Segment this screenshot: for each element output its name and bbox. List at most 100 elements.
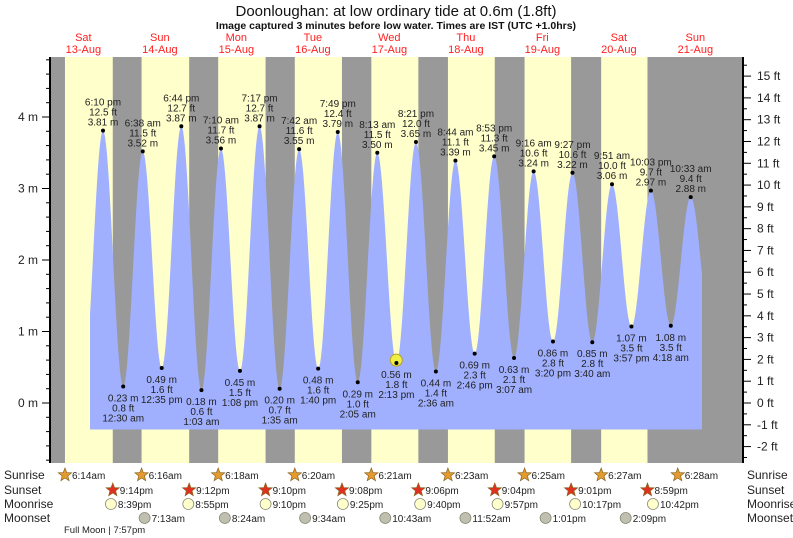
high-tide-label: 11.7 ft	[207, 125, 234, 136]
high-tide-label: 9.4 ft	[680, 174, 702, 185]
sunrise-time: 6:23am	[455, 471, 488, 482]
right-tick-label: -1 ft	[757, 418, 778, 432]
tide-curve	[90, 126, 702, 430]
left-tick-label: 2 m	[18, 253, 38, 267]
moonset-time: 11:52am	[472, 514, 510, 525]
right-tick-label: 7 ft	[757, 243, 774, 257]
high-tide-point	[688, 195, 693, 200]
sunset-time: 9:12pm	[196, 486, 229, 497]
sunset-time: 9:14pm	[120, 486, 153, 497]
low-tide-point	[550, 339, 555, 344]
low-tide-label: 2:05 am	[340, 409, 376, 420]
high-tide-label: 3.45 m	[479, 143, 510, 154]
moonrise-moon-icon	[182, 498, 195, 510]
high-tide-label: 11.6 ft	[286, 126, 313, 137]
moonset-row-label-left: Moonset	[4, 511, 51, 525]
moonset-time: 2:09pm	[633, 514, 666, 525]
sunset-star-icon	[181, 482, 197, 497]
astro-rows: Sunrise Sunrise 6:14am 6:16am 6:18am 6:20am 6:…	[4, 467, 793, 525]
right-tick-label: 1 ft	[757, 374, 774, 388]
day-label: Sat	[611, 32, 628, 44]
high-tide-label: 9:51 am	[594, 151, 630, 162]
high-tide-label: 7:42 am	[281, 116, 317, 127]
high-tide-label: 9.7 ft	[640, 168, 662, 179]
low-tide-point	[277, 386, 282, 391]
low-tide-label: 2.8 ft	[581, 359, 603, 370]
low-tide-point	[394, 360, 399, 365]
low-tide-point	[433, 369, 438, 374]
day-label: Thu	[456, 32, 475, 44]
high-tide-point	[101, 128, 106, 133]
day-label: Tue	[304, 32, 323, 44]
low-tide-label: 3:57 pm	[613, 353, 649, 364]
low-tide-label: 1.4 ft	[425, 389, 447, 400]
date-label: 20-Aug	[601, 44, 636, 56]
low-tide-label: 3:07 am	[496, 385, 532, 396]
sunrise-time: 6:18am	[225, 471, 258, 482]
sunrise-row-label-left: Sunrise	[4, 468, 45, 482]
sunrise-star-icon	[593, 467, 609, 482]
high-tide-label: 10.6 ft	[520, 148, 548, 159]
moonset-time: 9:34am	[312, 514, 345, 525]
sunset-time: 9:04pm	[502, 486, 535, 497]
right-tick-label: 9 ft	[757, 200, 774, 214]
low-tide-label: 0.23 m	[108, 394, 139, 405]
left-tick-label: 0 m	[18, 396, 38, 410]
sunrise-star-icon	[516, 467, 533, 482]
low-tide-point	[316, 366, 321, 371]
sunset-row-label-left: Sunset	[4, 483, 42, 497]
sunset-time: 9:10pm	[273, 486, 306, 497]
low-tide-point	[199, 388, 204, 393]
moonrise-time: 9:57pm	[505, 500, 538, 511]
high-tide-label: 12.5 ft	[89, 108, 117, 119]
low-tide-label: 1.0 ft	[347, 399, 369, 410]
moonrise-moon-icon	[414, 498, 427, 510]
moonset-moon-icon	[459, 512, 472, 524]
sunrise-star-icon	[287, 467, 303, 482]
low-tide-label: 1.6 ft	[151, 385, 173, 396]
sunrise-star-icon	[210, 467, 226, 482]
moonrise-moon-icon	[259, 498, 272, 510]
moonset-moon-icon	[138, 512, 151, 524]
date-label: 16-Aug	[295, 44, 330, 56]
moonset-moon-icon	[218, 512, 231, 524]
high-tide-label: 8:21 pm	[398, 109, 434, 120]
low-tide-label: 0.44 m	[421, 379, 452, 390]
moonrise-row-label-right: Moonrise	[747, 497, 793, 511]
low-tide-point	[472, 351, 477, 356]
moonrise-time: 9:25pm	[350, 500, 383, 511]
low-tide-label: 2.1 ft	[503, 375, 525, 386]
high-tide-label: 8:53 pm	[476, 123, 512, 134]
moonset-time: 10:43am	[392, 514, 431, 525]
low-tide-point	[629, 324, 634, 329]
right-tick-label: 0 ft	[757, 396, 774, 410]
moonrise-moon-icon	[336, 498, 349, 510]
low-tide-label: 1.8 ft	[385, 380, 407, 391]
high-tide-label: 3.79 m	[322, 119, 353, 130]
right-tick-label: 6 ft	[757, 265, 774, 279]
low-tide-label: 0.48 m	[303, 376, 334, 387]
right-tick-label: -2 ft	[757, 440, 778, 454]
low-tide-label: 4:18 am	[653, 353, 689, 364]
high-tide-point	[492, 154, 497, 159]
high-tide-label: 9:27 pm	[554, 140, 590, 151]
high-tide-label: 10:03 pm	[630, 158, 672, 169]
low-tide-label: 1:03 am	[183, 417, 219, 428]
sunset-time: 8:59pm	[654, 486, 687, 497]
high-tide-label: 7:17 pm	[241, 93, 277, 104]
high-tide-label: 7:10 am	[203, 115, 239, 126]
moonset-moon-icon	[379, 512, 392, 524]
moonrise-moon-icon	[105, 498, 117, 510]
moonrise-moon-icon	[491, 498, 504, 510]
high-tide-label: 11.5 ft	[129, 128, 156, 139]
low-tide-label: 1:08 pm	[222, 398, 258, 409]
low-tide-label: 0.85 m	[577, 349, 608, 360]
right-tick-label: 4 ft	[757, 309, 774, 323]
sunrise-time: 6:28am	[685, 471, 718, 482]
date-label: 13-Aug	[66, 44, 101, 56]
high-tide-point	[335, 130, 340, 135]
right-tick-label: 13 ft	[757, 113, 781, 127]
low-tide-label: 0.86 m	[538, 349, 569, 360]
day-label: Sat	[75, 32, 92, 44]
